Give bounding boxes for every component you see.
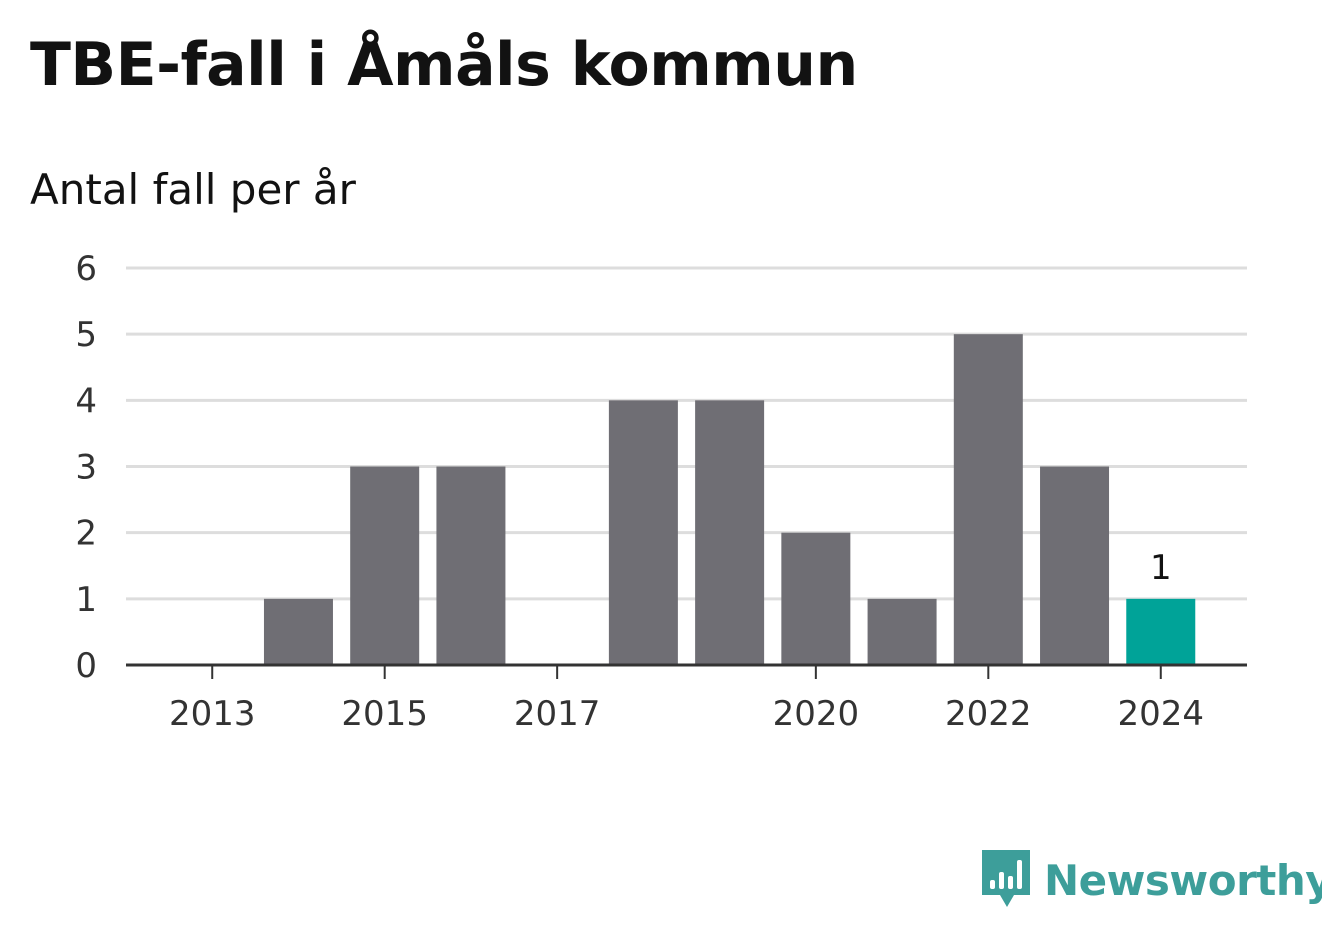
bar-2014 xyxy=(263,598,333,665)
logo-text: Newsworthy xyxy=(1044,855,1322,905)
bar-2015 xyxy=(350,466,420,665)
y-tick-label-3: 3 xyxy=(75,448,97,488)
newsworthy-logo[interactable]: Newsworthy xyxy=(982,850,1322,910)
bar-chart: 0 1 2 3 4 5 6 1 2013 2015 2017 2020 2022 2024 xyxy=(75,249,1247,734)
tick-labels: 0 1 2 3 4 5 6 1 2013 2015 2017 2020 2022 2024 xyxy=(75,249,1204,734)
x-tick-label-2020: 2020 xyxy=(773,694,860,734)
chart-title: TBE-fall i Åmåls kommun xyxy=(30,30,858,100)
chart-subtitle: Antal fall per år xyxy=(30,165,356,214)
y-tick-label-6: 6 xyxy=(75,249,97,289)
axes xyxy=(126,663,1247,679)
bar-2024 xyxy=(1126,598,1196,665)
y-tick-label-0: 0 xyxy=(75,646,97,686)
bar-2016 xyxy=(436,466,506,665)
bar-2022 xyxy=(953,334,1023,665)
bar-2018 xyxy=(608,400,678,665)
bars xyxy=(263,334,1196,665)
x-tick-label-2017: 2017 xyxy=(514,694,601,734)
x-tick-label-2022: 2022 xyxy=(945,694,1032,734)
x-tick-label-2015: 2015 xyxy=(341,694,428,734)
bar-2023 xyxy=(1040,466,1110,665)
data-label-2024: 1 xyxy=(1150,548,1172,588)
x-tick-label-2013: 2013 xyxy=(169,694,256,734)
bar-2020 xyxy=(781,532,851,665)
bar-2021 xyxy=(867,598,937,665)
y-tick-label-4: 4 xyxy=(75,381,97,421)
bar-2019 xyxy=(695,400,765,665)
x-tick-label-2024: 2024 xyxy=(1118,694,1205,734)
y-tick-label-5: 5 xyxy=(75,315,97,355)
newsworthy-logo-icon xyxy=(982,850,1030,907)
y-tick-label-2: 2 xyxy=(75,514,97,554)
y-tick-label-1: 1 xyxy=(75,580,97,620)
